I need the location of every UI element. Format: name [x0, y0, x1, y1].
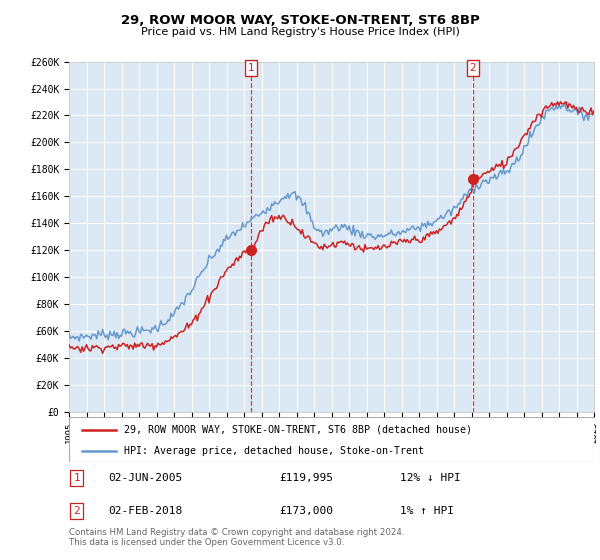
Text: £173,000: £173,000 — [279, 506, 333, 516]
Text: 2: 2 — [470, 63, 476, 73]
Text: Contains HM Land Registry data © Crown copyright and database right 2024.
This d: Contains HM Land Registry data © Crown c… — [69, 528, 404, 547]
Text: £119,995: £119,995 — [279, 473, 333, 483]
Text: 02-JUN-2005: 02-JUN-2005 — [109, 473, 182, 483]
Text: 29, ROW MOOR WAY, STOKE-ON-TRENT, ST6 8BP (detached house): 29, ROW MOOR WAY, STOKE-ON-TRENT, ST6 8B… — [124, 424, 472, 435]
Text: 02-FEB-2018: 02-FEB-2018 — [109, 506, 182, 516]
Text: 1% ↑ HPI: 1% ↑ HPI — [400, 506, 454, 516]
Text: Price paid vs. HM Land Registry's House Price Index (HPI): Price paid vs. HM Land Registry's House … — [140, 27, 460, 37]
Text: 29, ROW MOOR WAY, STOKE-ON-TRENT, ST6 8BP: 29, ROW MOOR WAY, STOKE-ON-TRENT, ST6 8B… — [121, 14, 479, 27]
Text: HPI: Average price, detached house, Stoke-on-Trent: HPI: Average price, detached house, Stok… — [124, 446, 424, 456]
Text: 2: 2 — [74, 506, 80, 516]
Text: 1: 1 — [248, 63, 254, 73]
Text: 12% ↓ HPI: 12% ↓ HPI — [400, 473, 461, 483]
Text: 1: 1 — [74, 473, 80, 483]
